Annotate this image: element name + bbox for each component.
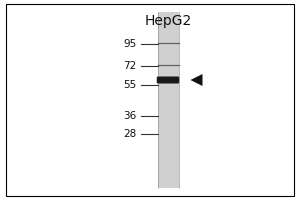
Text: 36: 36 (123, 111, 136, 121)
Bar (158, 12, 178, 188)
FancyBboxPatch shape (157, 76, 179, 84)
Text: 95: 95 (123, 39, 136, 49)
Text: 28: 28 (123, 129, 136, 139)
Text: 72: 72 (123, 61, 136, 71)
Text: 55: 55 (123, 80, 136, 90)
Text: HepG2: HepG2 (144, 14, 192, 28)
Polygon shape (190, 74, 202, 86)
